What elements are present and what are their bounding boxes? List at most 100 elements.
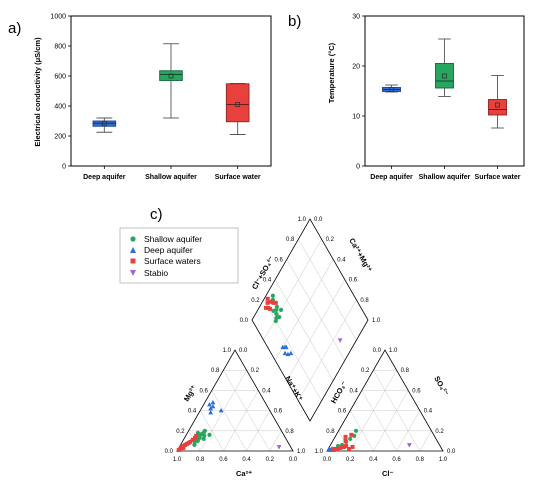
piper-point-stabio bbox=[406, 443, 412, 448]
piper-tick-hco3: 0.2 bbox=[361, 368, 370, 374]
chart-a-category-label: Surface water bbox=[215, 174, 261, 181]
piper-point-shallow-aquifer bbox=[348, 436, 353, 441]
piper-tick-so4: 1.0 bbox=[389, 348, 398, 354]
chart-b-box bbox=[488, 75, 507, 129]
piper-point-surface-waters bbox=[190, 437, 195, 442]
legend-label-shallow-aquifer: Shallow aquifer bbox=[144, 234, 202, 244]
piper-tick-nak: 1.0 bbox=[297, 449, 306, 455]
piper-point-deep-aquifer bbox=[283, 344, 289, 350]
piper-tick-clso4: 0.0 bbox=[240, 318, 249, 324]
piper-tick-nak: 0.6 bbox=[274, 409, 283, 415]
chart-b-iqr-box bbox=[435, 63, 454, 89]
panel-label-a: a) bbox=[8, 20, 21, 37]
piper-point-surface-waters bbox=[268, 299, 273, 304]
legend-frame bbox=[119, 227, 239, 284]
legend-label-stabio: Stabio bbox=[144, 268, 168, 278]
panel-label-c: c) bbox=[150, 206, 163, 223]
piper-point-shallow-aquifer bbox=[353, 428, 359, 433]
piper-point-shallow-aquifer bbox=[274, 311, 279, 317]
piper-tick-mg: 0.6 bbox=[199, 388, 208, 394]
piper-tick-mg: 0.8 bbox=[211, 368, 220, 374]
piper-point-surface-waters bbox=[344, 443, 349, 448]
piper-tick-ca: 0.4 bbox=[242, 457, 251, 463]
chart-a-box bbox=[159, 43, 183, 119]
piper-label-cl: Cl⁻ bbox=[382, 469, 394, 478]
piper-point-deep-aquifer bbox=[207, 401, 212, 407]
piper-diamond-frame bbox=[251, 218, 369, 422]
piper-tick-so4: 0.4 bbox=[424, 409, 433, 415]
legend-label-deep-aquifer: Deep aquifer bbox=[144, 245, 193, 255]
piper-diamond-grid bbox=[286, 279, 346, 381]
piper-diamond-grid bbox=[274, 279, 334, 381]
piper-tick-ca: 0.2 bbox=[266, 457, 275, 463]
piper-point-deep-aquifer bbox=[218, 408, 224, 413]
piper-diamond-grid bbox=[274, 259, 334, 361]
piper-point-surface-waters bbox=[331, 447, 336, 452]
chart-a-ytick-label: 400 bbox=[54, 104, 66, 111]
chart-b-ytick-label: 0 bbox=[356, 164, 360, 171]
piper-tick-hco3: 1.0 bbox=[315, 449, 324, 455]
piper-point-surface-waters bbox=[349, 432, 354, 437]
piper-tick-camg: 0.2 bbox=[326, 237, 335, 243]
piper-point-surface-waters bbox=[273, 300, 278, 305]
piper-tick-camg: 0.4 bbox=[337, 257, 346, 263]
piper-point-deep-aquifer bbox=[288, 350, 294, 356]
piper-point-shallow-aquifer bbox=[273, 318, 278, 324]
chart-b-ytick-label: 20 bbox=[352, 64, 360, 71]
piper-label-mg: Mg²⁺ bbox=[182, 383, 198, 403]
piper-tick-mg: 0.2 bbox=[176, 429, 185, 435]
piper-tick-camg: 0.8 bbox=[360, 298, 369, 304]
piper-point-shallow-aquifer bbox=[201, 436, 206, 441]
chart-a-box bbox=[92, 117, 117, 133]
piper-point-surface-waters bbox=[265, 300, 270, 305]
chart-a-ylabel: Electrical conductivity (μS/cm) bbox=[33, 37, 42, 147]
piper-point-deep-aquifer bbox=[282, 350, 288, 356]
piper-point-shallow-aquifer bbox=[207, 432, 212, 437]
chart-b-category-label: Shallow aquifer bbox=[419, 174, 471, 181]
piper-point-surface-waters bbox=[335, 446, 340, 451]
piper-tick-nak: 0.0 bbox=[239, 348, 248, 354]
piper-point-surface-waters bbox=[271, 300, 276, 305]
chart-b-ytick-label: 30 bbox=[352, 14, 360, 21]
piper-tick-cl: 0.8 bbox=[416, 457, 425, 463]
piper-point-shallow-aquifer bbox=[202, 428, 207, 433]
piper-anion-triangle bbox=[326, 349, 444, 452]
chart-b-boxplot: 0 10 20 30 Deep aquifer Shallow aquifer Surfac… bbox=[352, 14, 525, 181]
chart-b-mean-marker bbox=[495, 102, 500, 108]
piper-tick-ca: 1.0 bbox=[173, 457, 182, 463]
piper-tick-ca: 0.0 bbox=[289, 457, 298, 463]
chart-b-box bbox=[435, 38, 454, 97]
legend-marker-shallow-aquifer bbox=[130, 236, 136, 242]
piper-cation-triangle-grid bbox=[269, 430, 282, 452]
piper-point-deep-aquifer bbox=[208, 410, 214, 415]
piper-tick-camg: 0.6 bbox=[349, 278, 358, 284]
piper-point-shallow-aquifer bbox=[271, 308, 276, 314]
piper-point-surface-waters bbox=[341, 444, 346, 449]
piper-tick-clso4: 0.6 bbox=[274, 257, 283, 263]
piper-cation-triangle-grid bbox=[223, 370, 271, 452]
piper-point-shallow-aquifer bbox=[270, 293, 275, 298]
piper-diamond-grid bbox=[286, 259, 346, 361]
piper-cation-triangle-grid bbox=[199, 370, 247, 452]
piper-tick-nak: 0.2 bbox=[251, 368, 260, 374]
piper-point-surface-waters bbox=[194, 433, 199, 438]
piper-tick-cl: 0.6 bbox=[392, 457, 401, 463]
piper-tick-mg: 0.4 bbox=[188, 409, 197, 415]
piper-tick-so4: 0.8 bbox=[401, 368, 410, 374]
piper-point-surface-waters bbox=[350, 444, 355, 449]
piper-point-stabio bbox=[276, 445, 282, 450]
chart-b-mean-marker bbox=[442, 73, 447, 79]
chart-a-box bbox=[225, 83, 250, 135]
piper-point-surface-waters bbox=[267, 306, 272, 311]
piper-point-deep-aquifer bbox=[210, 403, 216, 409]
chart-a-iqr-box bbox=[159, 70, 183, 81]
piper-tick-cl: 0.4 bbox=[369, 457, 378, 463]
piper-label-nak: Na⁺+K⁺ bbox=[283, 375, 304, 403]
piper-tick-ca: 0.8 bbox=[196, 457, 205, 463]
chart-b-ylabel: Temperature (°C) bbox=[327, 42, 336, 103]
piper-tick-nak: 0.4 bbox=[262, 388, 271, 394]
piper-tick-mg: 1.0 bbox=[223, 348, 232, 354]
piper-point-shallow-aquifer bbox=[278, 307, 284, 312]
legend-marker-stabio bbox=[130, 270, 136, 276]
piper-point-deep-aquifer bbox=[280, 344, 286, 350]
